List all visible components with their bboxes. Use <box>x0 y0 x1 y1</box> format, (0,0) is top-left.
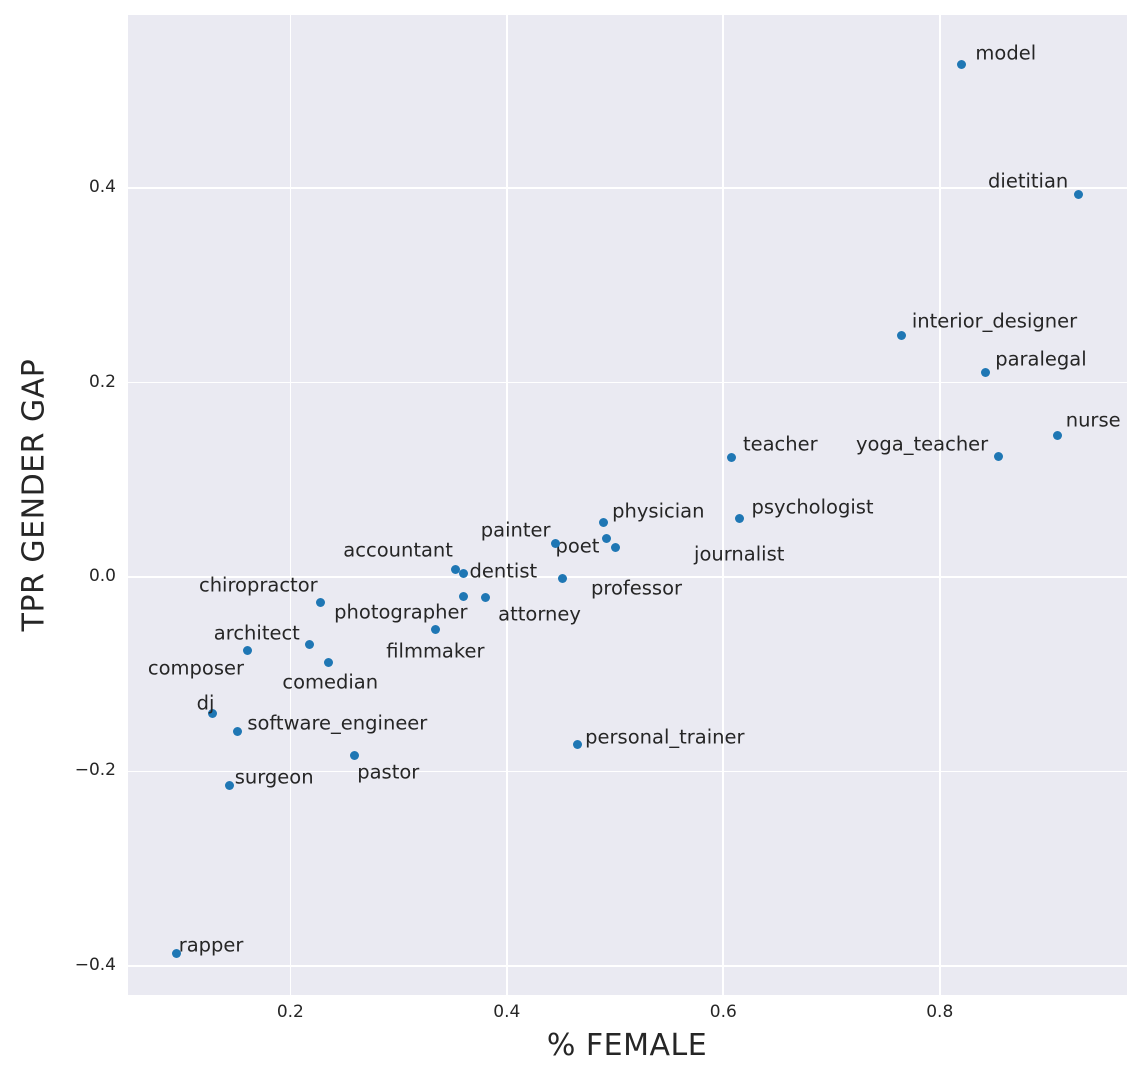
point-label-journalist: journalist <box>694 542 785 566</box>
scatter-point-pastor <box>349 751 359 761</box>
y-tick-label: −0.4 <box>74 954 116 975</box>
point-label-yoga_teacher: yoga_teacher <box>855 432 989 456</box>
x-tick-label: 0.8 <box>926 1002 954 1022</box>
scatter-point-journalist <box>610 543 620 553</box>
scatter-point-model <box>956 60 966 70</box>
point-label-dj: dj <box>196 691 215 715</box>
point-label-filmmaker: filmmaker <box>386 639 485 663</box>
point-label-dietitian: dietitian <box>988 169 1069 193</box>
point-label-rapper: rapper <box>178 933 244 957</box>
x-gridline <box>722 15 725 995</box>
scatter-point-filmmaker <box>430 624 440 634</box>
scatter-point-professor <box>557 574 567 584</box>
y-tick-label: −0.2 <box>74 760 116 781</box>
scatter-point-yoga_teacher <box>993 451 1003 461</box>
point-label-architect: architect <box>213 621 300 645</box>
y-gridline <box>128 576 1127 578</box>
point-label-painter: painter <box>480 518 551 542</box>
point-label-chiropractor: chiropractor <box>198 573 318 597</box>
x-gridline <box>938 15 941 995</box>
y-tick-label: 0.4 <box>88 177 116 198</box>
x-tick-label: 0.4 <box>493 1002 521 1022</box>
point-label-dentist: dentist <box>469 559 538 583</box>
point-label-model: model <box>975 40 1037 64</box>
point-label-psychologist: psychologist <box>751 494 874 518</box>
point-label-teacher: teacher <box>742 432 818 456</box>
scatter-point-nurse <box>1053 430 1063 440</box>
scatter-point-poet <box>601 533 611 543</box>
point-label-surgeon: surgeon <box>234 765 314 789</box>
y-gridline <box>128 770 1127 773</box>
point-label-poet: poet <box>555 534 600 558</box>
y-tick-label: 0.2 <box>88 371 116 392</box>
point-label-composer: composer <box>147 656 245 680</box>
point-label-comedian: comedian <box>282 669 379 693</box>
x-tick-label: 0.2 <box>276 1002 304 1022</box>
scatter-point-photographer <box>459 591 469 601</box>
point-label-photographer: photographer <box>334 600 468 624</box>
scatter-point-physician <box>598 518 608 527</box>
point-label-accountant: accountant <box>343 538 453 562</box>
scatter-point-accountant <box>451 564 461 574</box>
scatter-point-paralegal <box>980 368 990 378</box>
scatter-point-painter <box>551 539 561 549</box>
scatter-point-dietitian <box>1073 190 1083 200</box>
scatter-point-attorney <box>480 592 490 602</box>
scatter-point-interior_designer <box>897 331 907 341</box>
x-tick-label: 0.6 <box>709 1002 737 1022</box>
y-gridline <box>128 381 1127 384</box>
y-gridline <box>128 965 1127 967</box>
scatter-point-architect <box>305 639 315 649</box>
x-gridline <box>289 15 292 995</box>
scatter-point-comedian <box>323 658 333 667</box>
scatter-point-composer <box>242 646 252 656</box>
point-label-pastor: pastor <box>357 760 420 784</box>
point-label-software_engineer: software_engineer <box>247 710 428 734</box>
scatter-point-dentist <box>459 568 469 578</box>
scatter-point-rapper <box>172 948 182 958</box>
scatter-point-personal_trainer <box>572 739 582 749</box>
point-label-physician: physician <box>612 498 705 522</box>
point-label-professor: professor <box>591 576 683 600</box>
point-label-interior_designer: interior_designer <box>911 309 1078 333</box>
scatter-point-chiropractor <box>316 597 326 607</box>
scatter-point-teacher <box>727 452 737 462</box>
point-label-attorney: attorney <box>498 602 581 626</box>
point-label-paralegal: paralegal <box>995 347 1087 371</box>
scatter-point-dj <box>207 708 217 718</box>
y-axis-label: TPR GENDER GAP <box>16 358 52 632</box>
scatter-point-surgeon <box>225 781 235 791</box>
y-tick-label: 0.0 <box>88 565 116 586</box>
y-gridline <box>128 187 1127 189</box>
point-label-personal_trainer: personal_trainer <box>585 725 745 749</box>
scatter-point-psychologist <box>735 514 745 524</box>
x-axis-label: % FEMALE <box>546 1028 708 1063</box>
point-label-nurse: nurse <box>1065 408 1121 432</box>
x-gridline <box>506 15 508 995</box>
plot-area: model dietitian interior_designer paralegal… <box>128 15 1127 995</box>
scatter-point-software_engineer <box>232 727 242 737</box>
